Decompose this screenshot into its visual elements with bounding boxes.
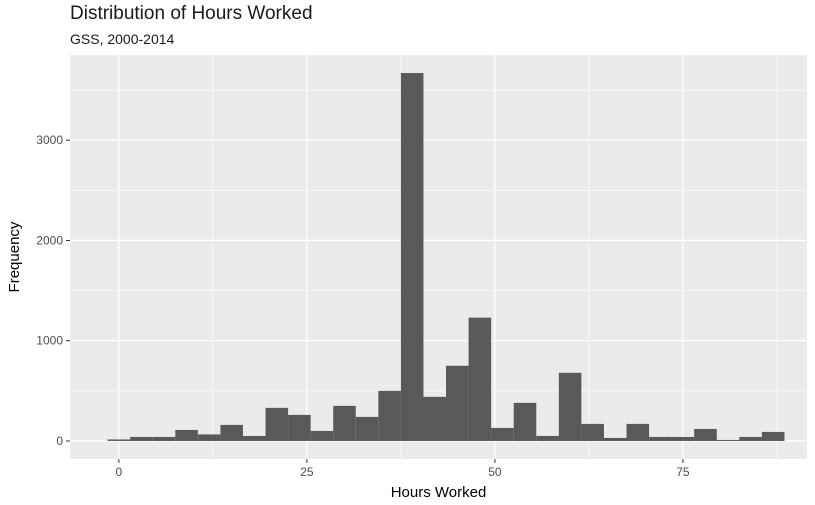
histogram-bar: [242, 435, 266, 441]
histogram-bar: [220, 424, 243, 441]
y-tick-label: 2000: [36, 233, 63, 247]
histogram-bar: [694, 428, 717, 441]
histogram-bar: [130, 436, 153, 441]
y-tick-label: 3000: [36, 133, 63, 147]
histogram-bar: [197, 434, 221, 441]
histogram-bar: [649, 436, 672, 441]
chart-title: Distribution of Hours Worked: [70, 3, 313, 24]
y-axis-title: Frequency: [6, 221, 23, 292]
histogram-bar: [603, 437, 627, 441]
histogram-bar: [468, 317, 492, 441]
histogram-bar: [446, 365, 469, 441]
x-tick-label: 0: [116, 465, 123, 479]
histogram-bar: [739, 436, 762, 441]
histogram-bar: [558, 372, 582, 441]
x-tick-label: 50: [488, 465, 502, 479]
histogram-bar: [355, 416, 379, 441]
histogram-bar: [513, 402, 537, 441]
x-axis-title: Hours Worked: [391, 484, 487, 501]
histogram-bar: [310, 430, 334, 441]
y-tick-label: 1000: [36, 334, 63, 348]
y-axis-ticks: 0 1000 2000 3000: [36, 133, 70, 448]
histogram-bar: [761, 431, 785, 441]
histogram-bar: [333, 405, 356, 441]
histogram-bars: [107, 73, 785, 441]
histogram-bar: [175, 429, 198, 441]
histogram-bar: [288, 414, 311, 441]
x-tick-label: 75: [676, 465, 690, 479]
histogram-bar: [265, 407, 289, 441]
histogram-bar: [107, 439, 131, 441]
x-axis-ticks: 0 25 50 75: [116, 459, 690, 479]
x-tick-label: 25: [300, 465, 314, 479]
histogram-bar: [716, 439, 740, 441]
histogram-bar: [581, 423, 604, 441]
plot-panel: [70, 55, 807, 459]
histogram-bar: [536, 435, 559, 441]
histogram-bar: [152, 436, 176, 441]
minor-gridlines: [70, 55, 807, 459]
histogram-bar: [626, 423, 650, 441]
y-tick-label: 0: [56, 434, 63, 448]
histogram-bar: [491, 427, 514, 441]
histogram-bar: [378, 390, 401, 441]
histogram-bar: [671, 436, 695, 441]
major-gridlines: [70, 55, 807, 459]
histogram-bar: [400, 73, 424, 441]
histogram-bar: [423, 396, 447, 441]
chart-subtitle: GSS, 2000-2014: [70, 31, 175, 47]
